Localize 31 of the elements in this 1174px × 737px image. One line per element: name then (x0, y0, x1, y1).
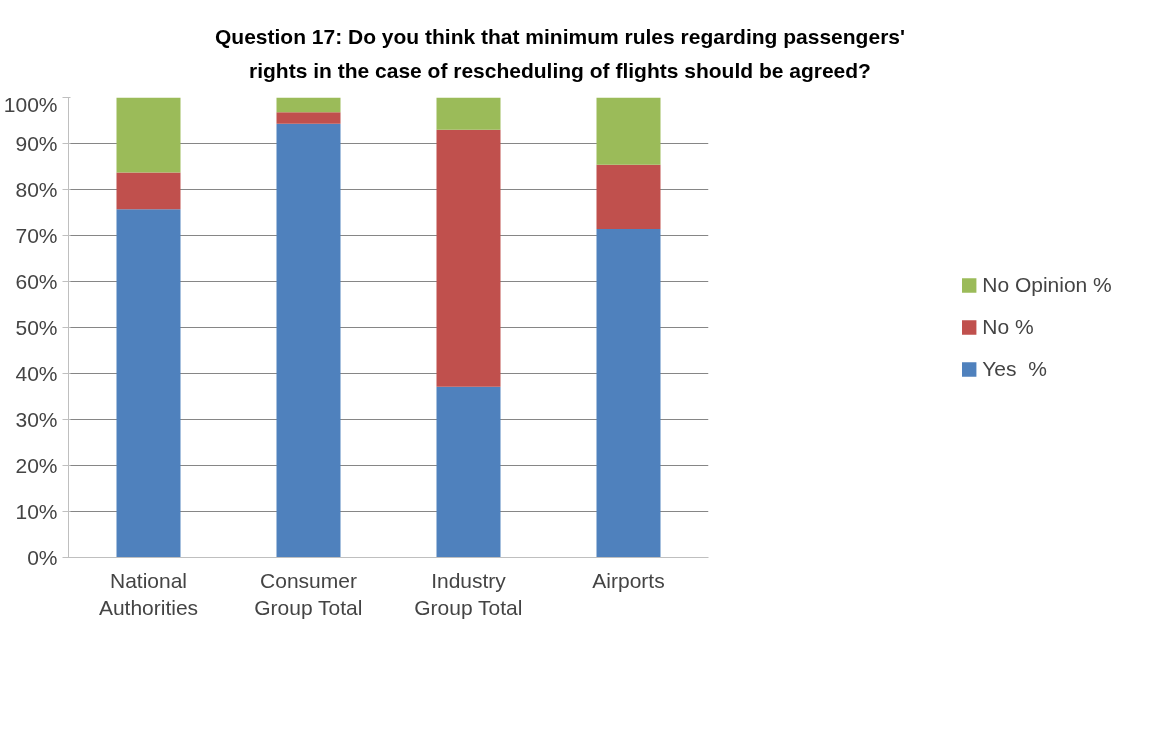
bar (596, 229, 661, 558)
legend-label: No Opinion % (982, 273, 1112, 298)
x-tick-label: Consumer Group Total (254, 568, 363, 620)
bar (116, 97, 181, 173)
bar (596, 164, 661, 230)
bar (436, 387, 501, 558)
legend-label: Yes % (982, 357, 1047, 382)
bar (116, 209, 181, 558)
y-tick-label: 80% (15, 178, 58, 202)
bar (116, 172, 181, 210)
y-tick-label: 70% (15, 224, 58, 248)
bar (276, 97, 341, 113)
x-tick-label: Industry Group Total (414, 568, 523, 620)
y-tick-label: 90% (15, 132, 58, 156)
legend-label: No % (982, 315, 1034, 340)
y-tick-label: 30% (15, 408, 58, 432)
y-tick-label: 10% (15, 500, 58, 524)
y-tick-label: 40% (15, 362, 58, 386)
y-tick-label: 60% (15, 270, 58, 294)
bar (436, 97, 501, 130)
chart-title: Question 17: Do you think that minimum rules regarding passengers' rights in the case of rescheduling of flights should be agreed? (215, 24, 905, 84)
bar (276, 123, 341, 558)
y-tick-label: 100% (3, 92, 58, 116)
bar (436, 129, 501, 388)
x-tick-label: National Authorities (98, 568, 199, 620)
bar (276, 112, 341, 124)
bar (596, 97, 661, 165)
y-tick-label: 0% (27, 546, 58, 570)
y-tick-label: 20% (15, 454, 58, 478)
x-tick-label: Airports (592, 568, 665, 592)
y-tick-label: 50% (15, 316, 58, 340)
